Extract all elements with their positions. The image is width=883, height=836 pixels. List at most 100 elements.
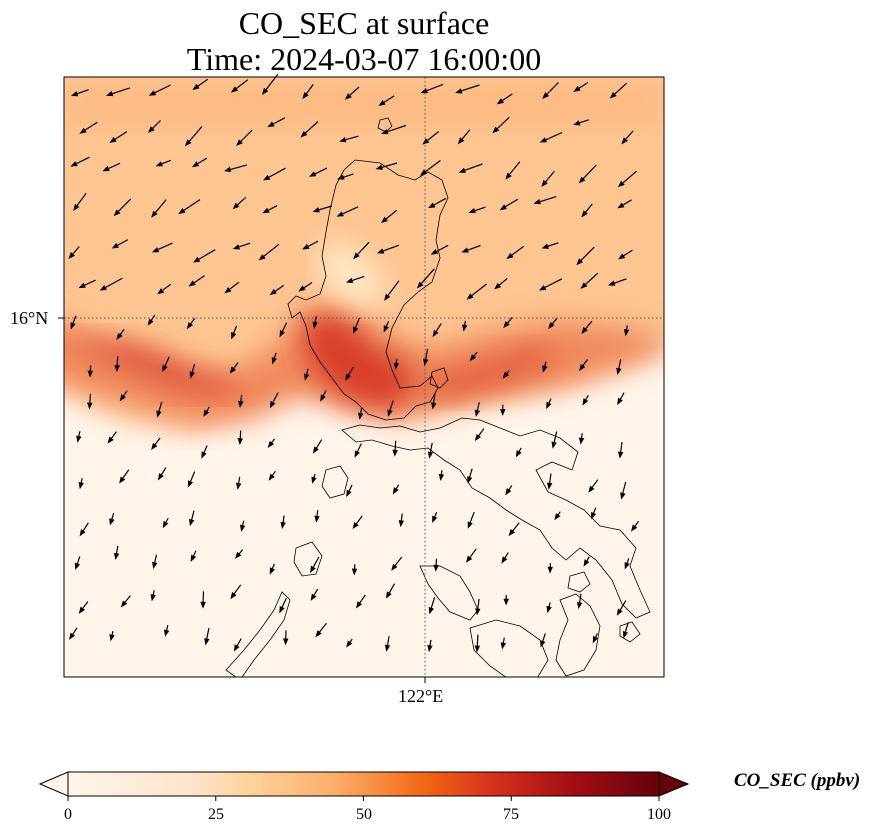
wind-arrow-head [114, 365, 120, 373]
wind-arrow-head [157, 288, 165, 295]
wind-arrow-head [616, 367, 622, 376]
wind-arrow-head [258, 254, 266, 261]
colorbar-tick-label: 50 [356, 806, 372, 823]
wind-arrow-head [69, 632, 76, 640]
wind-arrow-head [346, 489, 352, 498]
wind-arrow-head [267, 121, 275, 128]
latitude-label: 16°N [10, 308, 49, 328]
colorbar-tick-label: 75 [503, 806, 519, 823]
wind-arrow-head [178, 207, 186, 215]
wind-arrow-head [203, 409, 210, 417]
wind-arrow [155, 242, 173, 252]
wind-arrow-head [474, 433, 481, 442]
wind-arrow-head [467, 521, 473, 529]
wind-arrow-head [224, 287, 232, 294]
wind-arrow-head [346, 640, 353, 648]
wind-arrow-head [157, 473, 164, 481]
wind-arrow-head [147, 318, 154, 326]
wind-arrow-head [500, 642, 507, 650]
wind-arrow-head [420, 88, 428, 94]
coastline-panay [469, 619, 549, 677]
wind-arrow-head [310, 565, 316, 573]
wind-arrow [228, 164, 248, 171]
wind-arrow [316, 205, 333, 212]
wind-arrow-head [539, 137, 548, 143]
wind-arrow-head [261, 87, 269, 95]
wind-arrow-head [581, 210, 588, 218]
wind-arrow [423, 160, 441, 174]
wind-arrow-head [502, 371, 510, 379]
colorbar [38, 771, 690, 801]
coastline-south-luzon [341, 417, 651, 619]
wind-arrow-head [119, 476, 126, 484]
wind-arrow-head [616, 608, 623, 616]
wind-arrow-head [298, 285, 306, 292]
wind-arrow-head [344, 93, 352, 100]
wind-arrow-head [192, 256, 201, 263]
wind-arrow-head [109, 634, 115, 642]
wind-arrow-head [548, 321, 555, 330]
wind-arrow-head [398, 520, 405, 528]
wind-arrow-head [238, 400, 244, 408]
wind-arrow [380, 244, 400, 253]
wind-arrow-head [515, 449, 522, 458]
wind-arrow-head [428, 607, 434, 615]
wind-arrow-head [162, 520, 169, 529]
colorbar-tick-label: 100 [647, 806, 671, 823]
wind-arrow-head [419, 169, 428, 176]
wind-arrow [462, 163, 483, 172]
wind-arrow-head [541, 179, 548, 187]
wind-arrow [578, 246, 595, 263]
wind-arrow [181, 199, 201, 213]
coastline-island-3 [377, 117, 393, 133]
wind-arrow-head [423, 358, 429, 366]
wind-arrow-head [113, 209, 121, 217]
wind-arrow-head [70, 91, 79, 97]
wind-arrow [459, 84, 480, 93]
wind-arrow-head [237, 438, 243, 446]
colorbar-gradient [67, 771, 660, 797]
wind-arrow-head [501, 556, 508, 564]
coastline-island-6 [619, 621, 641, 643]
wind-arrow-head [494, 282, 502, 290]
wind-arrow-head [496, 98, 504, 105]
wind-arrow-head [120, 600, 128, 608]
wind-arrow-head [461, 247, 469, 253]
wind-arrow-head [499, 204, 507, 211]
wind-arrow-head [353, 326, 359, 334]
wind-arrow [542, 278, 563, 290]
wind-arrow-head [232, 202, 240, 210]
wind-arrow-head [204, 638, 210, 646]
wind-arrow-head [582, 398, 589, 406]
wind-arrow-head [73, 203, 80, 211]
wind-arrow [109, 87, 131, 95]
wind-arrow-head [201, 451, 207, 459]
wind-arrow-head [505, 488, 512, 496]
wind-arrow-head [541, 243, 549, 249]
wind-arrow [74, 156, 90, 166]
wind-arrow-head [339, 136, 347, 143]
wind-arrow-head [224, 166, 232, 173]
wind-arrow [583, 272, 599, 287]
wind-arrow-head [192, 83, 200, 90]
wind-arrow-head [378, 100, 386, 107]
wind-vectors [68, 73, 640, 653]
wind-arrow-head [427, 644, 433, 653]
wind-arrow-head [109, 136, 117, 143]
wind-arrow-head [578, 176, 586, 184]
wind-arrow-head [282, 638, 289, 646]
wind-arrow-head [623, 328, 630, 337]
wind-arrow-head [78, 282, 86, 289]
wind-arrow-head [345, 373, 352, 381]
wind-arrow-head [538, 285, 547, 291]
colorbar-ticks [67, 796, 660, 801]
wind-arrow-head [622, 630, 629, 639]
wind-arrow-head [232, 244, 241, 250]
wind-arrow [379, 162, 398, 169]
wind-arrow-head [230, 591, 237, 600]
wind-arrow [152, 84, 171, 95]
colorbar-tick-label: 25 [208, 806, 224, 823]
wind-arrow [469, 283, 487, 298]
wind-arrow-head [235, 482, 242, 490]
wind-arrow-head [269, 567, 275, 575]
